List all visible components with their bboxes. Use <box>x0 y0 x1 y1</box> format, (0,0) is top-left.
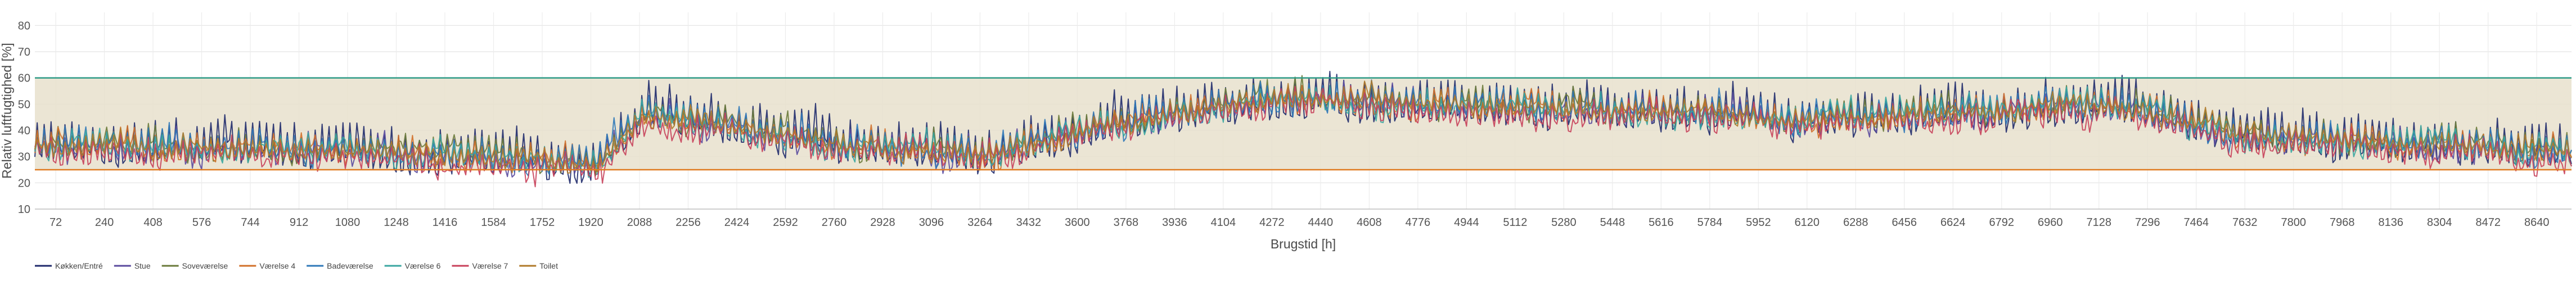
x-axis-title: Brugstid [h] <box>1271 237 1336 251</box>
x-tick-label: 576 <box>192 216 211 229</box>
x-tick-label: 7968 <box>2330 216 2355 229</box>
y-tick-label: 80 <box>18 20 30 32</box>
x-tick-label: 4776 <box>1406 216 1431 229</box>
x-tick-label: 3264 <box>967 216 993 229</box>
x-tick-label: 3600 <box>1065 216 1090 229</box>
legend-label: Værelse 7 <box>472 261 508 270</box>
x-tick-label: 8640 <box>2524 216 2550 229</box>
x-tick-label: 4608 <box>1357 216 1382 229</box>
y-tick-label: 60 <box>18 72 30 85</box>
x-tick-label: 4440 <box>1308 216 1334 229</box>
x-tick-label: 1416 <box>433 216 458 229</box>
y-tick-label: 70 <box>18 46 30 58</box>
x-tick-label: 3768 <box>1114 216 1139 229</box>
x-tick-label: 6120 <box>1795 216 1820 229</box>
y-axis-title: Relativ luftfugtighed [%] <box>0 43 14 179</box>
legend-item: Toilet <box>519 261 558 270</box>
legend-label: Køkken/Entré <box>55 261 103 270</box>
tick-label-layer: 10 20 30 40 50 60 70 80 72 240 408 576 744 912 1080 124… <box>18 20 2550 229</box>
x-tick-label: 6624 <box>1940 216 1966 229</box>
x-tick-label: 3936 <box>1162 216 1187 229</box>
x-tick-label: 7296 <box>2135 216 2160 229</box>
series-layer <box>34 71 2572 188</box>
x-tick-label: 6960 <box>2038 216 2063 229</box>
x-tick-label: 3432 <box>1016 216 1042 229</box>
x-tick-label: 2592 <box>773 216 798 229</box>
legend-item: Værelse 6 <box>384 261 441 270</box>
y-tick-label: 50 <box>18 98 30 111</box>
legend-label: Værelse 4 <box>259 261 295 270</box>
x-tick-label: 6456 <box>1892 216 1917 229</box>
x-tick-label: 912 <box>290 216 308 229</box>
y-tick-label: 30 <box>18 151 30 164</box>
series-line <box>34 85 2572 188</box>
x-tick-label: 7800 <box>2281 216 2307 229</box>
x-tick-label: 2256 <box>675 216 701 229</box>
x-tick-label: 8304 <box>2427 216 2452 229</box>
legend-item: Soveværelse <box>161 261 228 270</box>
x-tick-label: 8136 <box>2378 216 2403 229</box>
x-tick-label: 2928 <box>870 216 895 229</box>
legend-item: Værelse 7 <box>452 261 508 270</box>
x-tick-label: 7632 <box>2232 216 2258 229</box>
x-tick-label: 5112 <box>1503 216 1527 229</box>
y-tick-label: 20 <box>18 177 30 189</box>
x-tick-label: 1584 <box>481 216 506 229</box>
x-tick-label: 2088 <box>627 216 652 229</box>
legend: Køkken/Entré Stue Soveværelse Værelse 4 Bade… <box>35 261 558 270</box>
x-tick-label: 5616 <box>1649 216 1674 229</box>
legend-label: Værelse 6 <box>405 261 441 270</box>
x-tick-label: 2424 <box>724 216 750 229</box>
series-line <box>34 80 2572 174</box>
x-tick-label: 1248 <box>384 216 409 229</box>
x-tick-label: 72 <box>49 216 62 229</box>
x-tick-label: 1752 <box>530 216 555 229</box>
x-tick-label: 7128 <box>2087 216 2112 229</box>
x-tick-label: 4104 <box>1211 216 1236 229</box>
x-tick-label: 5448 <box>1600 216 1625 229</box>
legend-item: Stue <box>114 261 151 270</box>
x-tick-label: 5952 <box>1746 216 1771 229</box>
y-tick-label: 40 <box>18 125 30 137</box>
x-tick-label: 8472 <box>2475 216 2501 229</box>
legend-label: Stue <box>134 261 151 270</box>
legend-item: Badeværelse <box>307 261 373 270</box>
x-tick-label: 4944 <box>1454 216 1479 229</box>
x-tick-label: 3096 <box>919 216 944 229</box>
limit-line-layer <box>35 77 2572 171</box>
x-tick-label: 7464 <box>2184 216 2209 229</box>
x-tick-label: 240 <box>95 216 114 229</box>
x-tick-label: 4272 <box>1259 216 1285 229</box>
x-tick-label: 5784 <box>1697 216 1723 229</box>
x-tick-label: 6288 <box>1843 216 1868 229</box>
legend-label: Toilet <box>539 261 558 270</box>
x-tick-label: 1920 <box>578 216 604 229</box>
x-tick-label: 2760 <box>822 216 847 229</box>
legend-label: Badeværelse <box>327 261 373 270</box>
legend-label: Soveværelse <box>182 261 228 270</box>
x-tick-label: 408 <box>143 216 162 229</box>
legend-item: Køkken/Entré <box>35 261 103 270</box>
x-tick-label: 5280 <box>1551 216 1577 229</box>
x-tick-label: 6792 <box>1989 216 2015 229</box>
x-tick-label: 744 <box>241 216 259 229</box>
legend-item: Værelse 4 <box>239 261 295 270</box>
y-tick-label: 10 <box>18 203 30 216</box>
x-tick-label: 1080 <box>335 216 361 229</box>
